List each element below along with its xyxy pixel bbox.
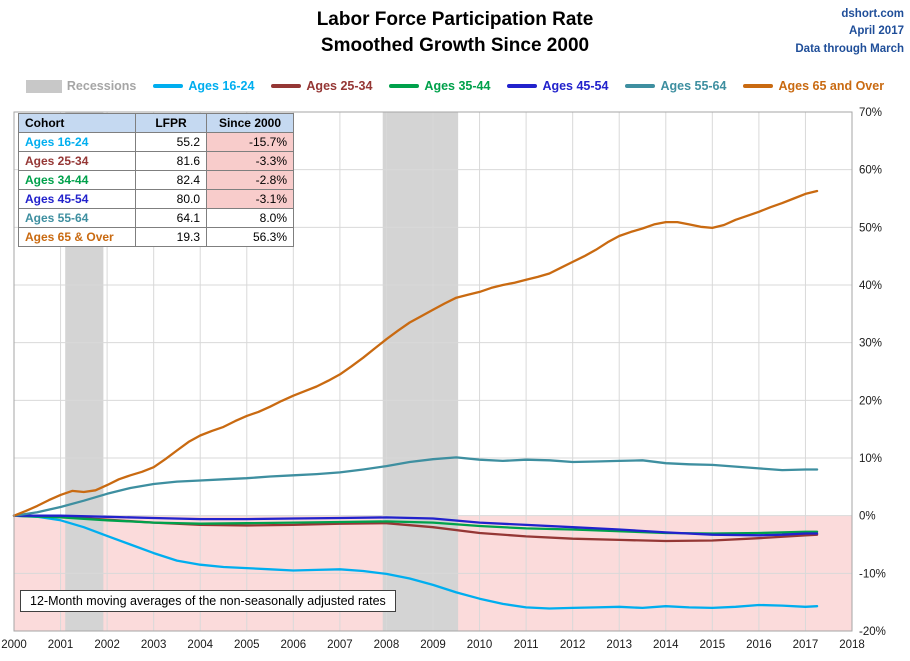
cohort-table-header-row: Cohort LFPR Since 2000 [18, 113, 294, 133]
series-line-ages-16-24 [12, 514, 819, 610]
series-swatch-icon-ages-45-54 [507, 84, 538, 88]
x-axis-tick-label: 2018 [839, 639, 865, 651]
lfpr-value-cell: 55.2 [135, 132, 207, 152]
lfpr-value-cell: 82.4 [135, 170, 207, 190]
y-axis-tick-label: 10% [859, 453, 882, 465]
table-row: Ages 25-34 81.6 -3.3% [18, 151, 294, 171]
lfpr-value-cell: 64.1 [135, 208, 207, 228]
table-header-cohort: Cohort [18, 113, 136, 133]
lfpr-value-cell: 80.0 [135, 189, 207, 209]
table-row: Ages 55-64 64.1 8.0% [18, 208, 294, 228]
legend-item-ages-65-and-over: Ages 65 and Over [743, 79, 884, 93]
table-header-since-2000: Since 2000 [206, 113, 294, 133]
series-line-ages-65-and-over [12, 189, 819, 517]
credit-note: Data through March [795, 42, 904, 55]
legend-label-recessions: Recessions [66, 79, 137, 93]
legend-label-ages-35-44: Ages 35-44 [424, 79, 491, 93]
x-axis-tick-label: 2002 [94, 639, 120, 651]
x-axis-tick-label: 2014 [653, 639, 679, 651]
table-row: Ages 34-44 82.4 -2.8% [18, 170, 294, 190]
x-axis-tick-label: 2008 [374, 639, 400, 651]
table-header-lfpr: LFPR [135, 113, 207, 133]
series-line-ages-55-64 [12, 456, 819, 517]
recessions-swatch-icon [25, 79, 62, 93]
y-axis-tick-label: 60% [859, 165, 882, 177]
cohort-name-cell: Ages 16-24 [18, 132, 136, 152]
since-2000-value-cell: -3.3% [206, 151, 294, 171]
y-axis-tick-label: -10% [859, 568, 886, 580]
legend-label-ages-25-34: Ages 25-34 [306, 79, 373, 93]
since-2000-value-cell: 56.3% [206, 227, 294, 247]
since-2000-value-cell: -15.7% [206, 132, 294, 152]
credit-block: dshort.com April 2017 Data through March [795, 6, 904, 58]
x-axis-tick-label: 2012 [560, 639, 586, 651]
cohort-name-cell: Ages 55-64 [18, 208, 136, 228]
credit-date: April 2017 [849, 25, 904, 38]
annotation-note: 12-Month moving averages of the non-seas… [20, 590, 396, 612]
y-axis-tick-label: 70% [859, 107, 882, 119]
x-axis-tick-label: 2006 [281, 639, 307, 651]
title-line-1: Labor Force Participation Rate [316, 9, 594, 30]
page-title: Labor Force Participation Rate Smoothed … [0, 7, 910, 58]
cohort-name-cell: Ages 65 & Over [18, 227, 136, 247]
series-swatch-icon-ages-25-34 [271, 84, 302, 88]
title-line-2: Smoothed Growth Since 2000 [320, 34, 590, 56]
credit-site: dshort.com [841, 8, 904, 20]
x-axis-tick-label: 2009 [420, 639, 446, 651]
x-axis-tick-label: 2016 [746, 639, 772, 651]
legend-label-ages-55-64: Ages 55-64 [660, 79, 727, 93]
legend-item-ages-55-64: Ages 55-64 [625, 79, 726, 93]
x-axis-tick-label: 2013 [606, 639, 632, 651]
x-axis-tick-label: 2015 [700, 639, 726, 651]
legend-item-ages-16-24: Ages 16-24 [153, 79, 254, 93]
legend-label-ages-16-24: Ages 16-24 [188, 79, 255, 93]
since-2000-value-cell: -2.8% [206, 170, 294, 190]
table-row: Ages 45-54 80.0 -3.1% [18, 189, 294, 209]
cohort-name-cell: Ages 34-44 [18, 170, 136, 190]
series-line-ages-45-54 [12, 514, 819, 537]
y-axis-tick-label: 30% [859, 338, 882, 350]
recession-band [382, 112, 459, 631]
x-axis-tick-label: 2007 [327, 639, 353, 651]
legend-label-ages-45-54: Ages 45-54 [542, 79, 609, 93]
legend: Recessions Ages 16-24 Ages 25-34 Ages 35-44… [0, 79, 910, 93]
x-axis-tick-label: 2001 [48, 639, 74, 651]
series-swatch-icon-ages-65-and-over [743, 84, 774, 88]
since-2000-value-cell: 8.0% [206, 208, 294, 228]
y-axis-tick-label: 50% [859, 222, 882, 234]
legend-item-ages-35-44: Ages 35-44 [389, 79, 490, 93]
legend-item-ages-25-34: Ages 25-34 [271, 79, 372, 93]
cohort-name-cell: Ages 25-34 [18, 151, 136, 171]
x-axis-tick-label: 2011 [514, 639, 539, 651]
series-swatch-icon-ages-35-44 [389, 84, 420, 88]
x-axis-tick-label: 2005 [234, 639, 260, 651]
legend-item-recessions: Recessions [25, 79, 137, 93]
y-axis-tick-label: -20% [859, 626, 886, 638]
y-axis-tick-label: 40% [859, 280, 882, 292]
y-axis-tick-label: 20% [859, 395, 882, 407]
x-axis-tick-label: 2017 [793, 639, 819, 651]
plot-frame [13, 111, 853, 632]
x-axis-tick-label: 2010 [467, 639, 493, 651]
lfpr-value-cell: 19.3 [135, 227, 207, 247]
table-row: Ages 16-24 55.2 -15.7% [18, 132, 294, 152]
legend-item-ages-45-54: Ages 45-54 [507, 79, 608, 93]
y-axis-tick-label: 0% [859, 511, 876, 523]
table-row: Ages 65 & Over 19.3 56.3% [18, 227, 294, 247]
series-swatch-icon-ages-55-64 [625, 84, 656, 88]
x-axis-tick-label: 2004 [187, 639, 213, 651]
x-axis-tick-label: 2003 [141, 639, 167, 651]
x-axis-tick-label: 2000 [1, 639, 27, 651]
series-swatch-icon-ages-16-24 [153, 84, 184, 88]
series-line-ages-35-44 [12, 514, 819, 535]
since-2000-value-cell: -3.1% [206, 189, 294, 209]
cohort-name-cell: Ages 45-54 [18, 189, 136, 209]
legend-label-ages-65-and-over: Ages 65 and Over [778, 79, 885, 93]
cohort-table: Cohort LFPR Since 2000 Ages 16-24 55.2 -15.7… [18, 113, 294, 247]
lfpr-value-cell: 81.6 [135, 151, 207, 171]
